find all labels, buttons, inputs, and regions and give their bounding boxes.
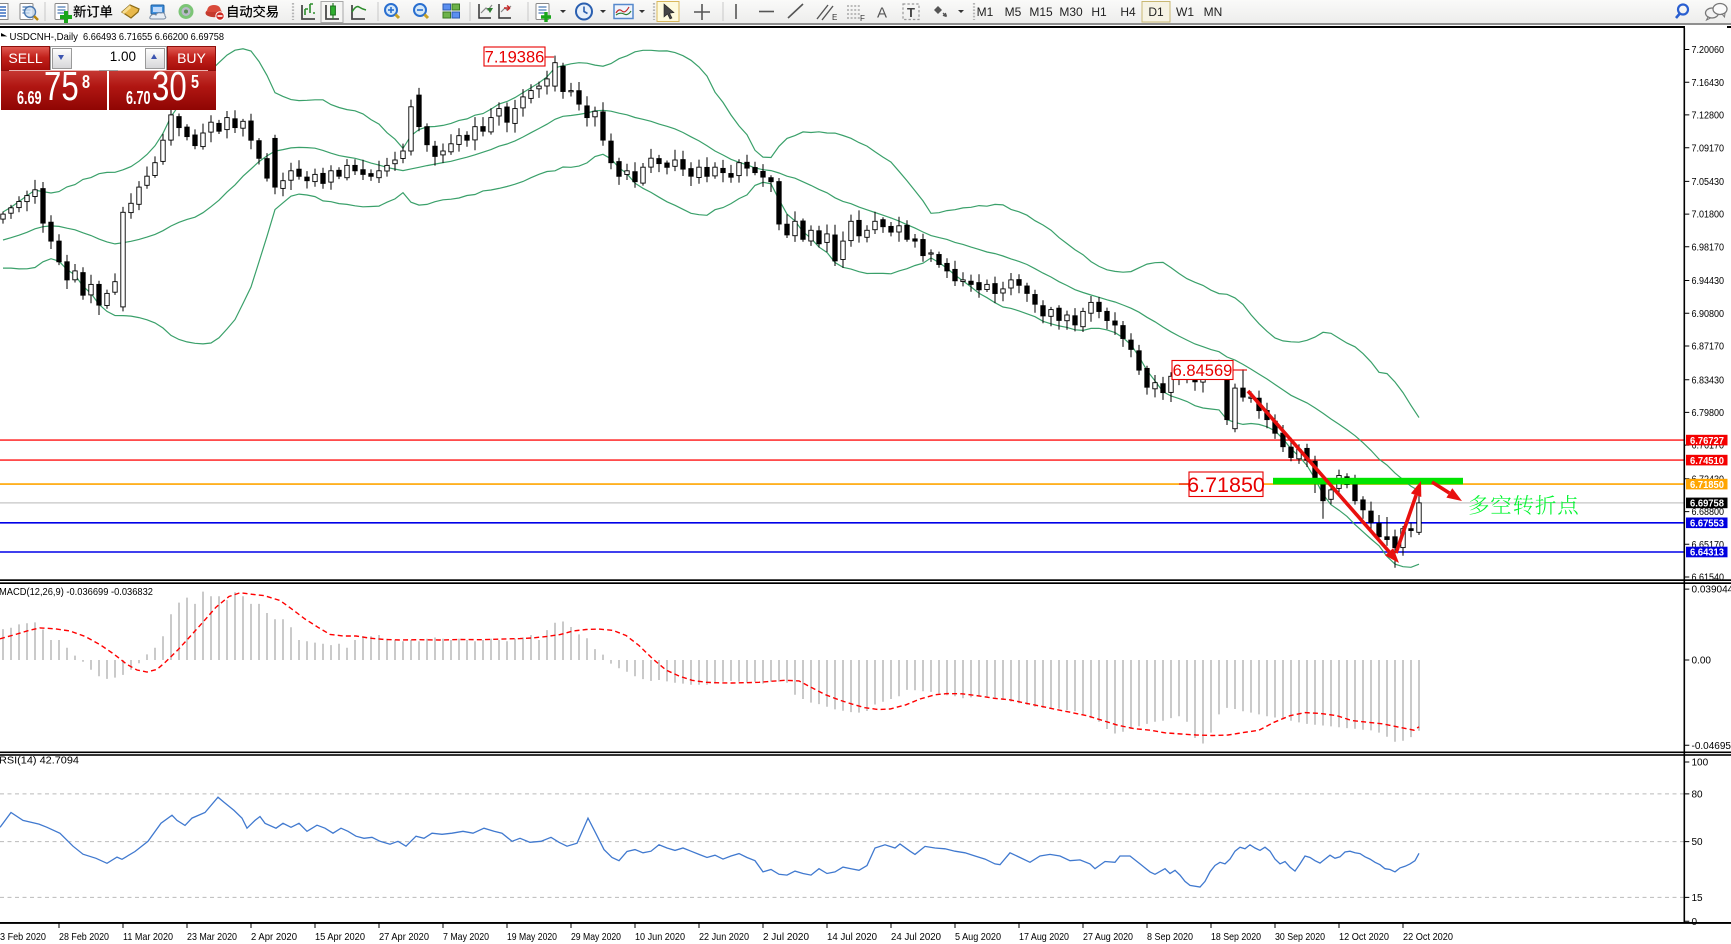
svg-text:6.67553: 6.67553 — [1690, 519, 1724, 530]
svg-text:6.76727: 6.76727 — [1690, 436, 1724, 447]
svg-text:W1: W1 — [1176, 5, 1194, 19]
svg-text:6.84569: 6.84569 — [1173, 362, 1233, 380]
svg-text:27 Apr 2020: 27 Apr 2020 — [379, 931, 429, 943]
svg-text:E: E — [832, 13, 837, 22]
svg-text:6.94430: 6.94430 — [1692, 276, 1725, 287]
svg-text:6.71850: 6.71850 — [1690, 480, 1724, 491]
svg-text:MACD(12,26,9) -0.036699 -0.036: MACD(12,26,9) -0.036699 -0.036832 — [0, 586, 153, 598]
svg-text:6.69758: 6.69758 — [1690, 499, 1724, 510]
svg-text:6.68800: 6.68800 — [1692, 507, 1725, 518]
svg-text:6.76170: 6.76170 — [1692, 441, 1725, 452]
svg-text:24 Jul 2020: 24 Jul 2020 — [891, 931, 941, 943]
svg-text:2 Apr 2020: 2 Apr 2020 — [251, 931, 297, 943]
svg-text:7.05430: 7.05430 — [1692, 177, 1725, 188]
svg-text:H4: H4 — [1120, 5, 1136, 19]
svg-text:RSI(14) 42.7094: RSI(14) 42.7094 — [0, 755, 79, 767]
svg-text:3 Feb 2020: 3 Feb 2020 — [0, 931, 46, 943]
svg-text:-0.046959: -0.046959 — [1692, 741, 1731, 752]
svg-text:M5: M5 — [1005, 5, 1022, 19]
svg-text:A: A — [877, 5, 887, 22]
svg-text:7.19386: 7.19386 — [485, 48, 545, 66]
svg-text:7.12800: 7.12800 — [1692, 111, 1725, 122]
svg-text:0.00: 0.00 — [1692, 656, 1712, 667]
svg-text:80: 80 — [1692, 790, 1704, 801]
svg-text:6.79800: 6.79800 — [1692, 408, 1725, 419]
svg-text:2 Jul 2020: 2 Jul 2020 — [763, 931, 809, 943]
svg-text:50: 50 — [1692, 837, 1704, 848]
svg-text:10 Jun 2020: 10 Jun 2020 — [635, 931, 685, 943]
svg-text:19 May 2020: 19 May 2020 — [507, 931, 557, 943]
svg-text:6.65170: 6.65170 — [1692, 540, 1725, 551]
svg-text:6.98170: 6.98170 — [1692, 242, 1725, 253]
svg-text:8 Sep 2020: 8 Sep 2020 — [1147, 931, 1193, 943]
svg-text:M30: M30 — [1059, 5, 1083, 19]
svg-text:6.90800: 6.90800 — [1692, 309, 1725, 320]
svg-text:0.039044: 0.039044 — [1692, 585, 1731, 596]
svg-text:6.61540: 6.61540 — [1692, 573, 1725, 584]
svg-text:6.66493 6.71655 6.66200 6.6975: 6.66493 6.71655 6.66200 6.69758 — [83, 31, 224, 43]
svg-text:14 Jul 2020: 14 Jul 2020 — [827, 931, 877, 943]
svg-text:MN: MN — [1204, 5, 1223, 19]
svg-text:23 Mar 2020: 23 Mar 2020 — [187, 931, 237, 943]
svg-text:M1: M1 — [977, 5, 994, 19]
svg-text:30 Sep 2020: 30 Sep 2020 — [1275, 931, 1325, 943]
svg-text:6.83430: 6.83430 — [1692, 375, 1725, 386]
svg-text:15 Apr 2020: 15 Apr 2020 — [315, 931, 365, 943]
svg-text:7.20060: 7.20060 — [1692, 45, 1725, 56]
svg-text:7.01800: 7.01800 — [1692, 210, 1725, 221]
svg-text:27 Aug 2020: 27 Aug 2020 — [1083, 931, 1133, 943]
svg-text:6.71850: 6.71850 — [1187, 473, 1265, 497]
svg-text:5 Aug 2020: 5 Aug 2020 — [955, 931, 1001, 943]
svg-text:22 Oct 2020: 22 Oct 2020 — [1403, 931, 1453, 943]
svg-text:22 Jun 2020: 22 Jun 2020 — [699, 931, 749, 943]
svg-text:M15: M15 — [1029, 5, 1053, 19]
svg-text:18 Sep 2020: 18 Sep 2020 — [1211, 931, 1261, 943]
svg-text:11 Mar 2020: 11 Mar 2020 — [123, 931, 173, 943]
svg-text:15: 15 — [1692, 893, 1704, 904]
svg-text:T: T — [907, 5, 915, 20]
svg-text:6.74510: 6.74510 — [1690, 456, 1724, 467]
svg-text:7 May 2020: 7 May 2020 — [443, 931, 489, 943]
svg-text:12 Oct 2020: 12 Oct 2020 — [1339, 931, 1389, 943]
svg-text:7.16430: 7.16430 — [1692, 78, 1725, 89]
svg-text:7.09170: 7.09170 — [1692, 143, 1725, 154]
svg-text:100: 100 — [1692, 758, 1709, 769]
svg-text:6.64313: 6.64313 — [1690, 548, 1724, 559]
svg-text:USDCNH-,Daily: USDCNH-,Daily — [10, 31, 79, 43]
svg-text:D1: D1 — [1148, 5, 1164, 19]
svg-text:H1: H1 — [1091, 5, 1107, 19]
svg-text:F: F — [860, 14, 865, 23]
svg-text:0: 0 — [1692, 917, 1698, 928]
svg-text:29 May 2020: 29 May 2020 — [571, 931, 621, 943]
svg-text:6.87170: 6.87170 — [1692, 342, 1725, 353]
svg-text:17 Aug 2020: 17 Aug 2020 — [1019, 931, 1069, 943]
svg-text:28 Feb 2020: 28 Feb 2020 — [59, 931, 109, 943]
